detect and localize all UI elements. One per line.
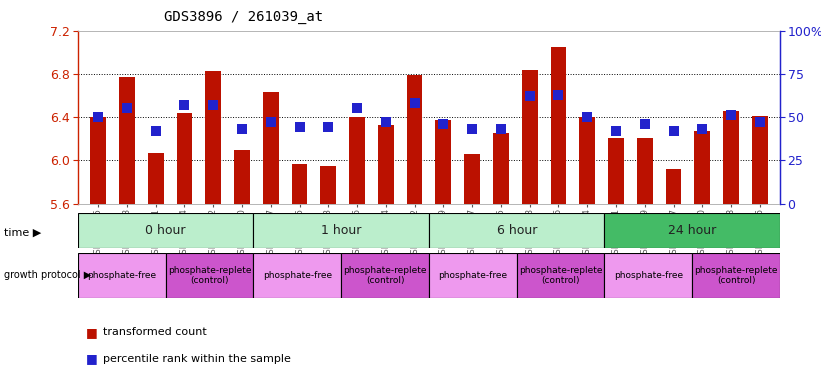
Text: growth protocol ▶: growth protocol ▶ bbox=[4, 270, 91, 280]
Text: 0 hour: 0 hour bbox=[145, 224, 186, 237]
Bar bbox=[695, 131, 710, 204]
Text: phosphate-replete
(control): phosphate-replete (control) bbox=[695, 266, 777, 285]
Bar bbox=[723, 111, 739, 204]
Text: phosphate-free: phosphate-free bbox=[263, 271, 332, 280]
Bar bbox=[608, 137, 624, 204]
Text: time ▶: time ▶ bbox=[4, 227, 41, 237]
Bar bbox=[166, 253, 254, 298]
Text: phosphate-replete
(control): phosphate-replete (control) bbox=[343, 266, 427, 285]
Bar bbox=[604, 213, 780, 248]
Bar bbox=[119, 77, 135, 204]
Text: phosphate-replete
(control): phosphate-replete (control) bbox=[519, 266, 603, 285]
Text: 24 hour: 24 hour bbox=[668, 224, 717, 237]
Bar bbox=[90, 117, 106, 204]
Bar bbox=[78, 253, 166, 298]
Text: 6 hour: 6 hour bbox=[497, 224, 537, 237]
Text: phosphate-free: phosphate-free bbox=[87, 271, 157, 280]
Text: ■: ■ bbox=[86, 353, 98, 366]
Bar bbox=[254, 253, 342, 298]
Bar bbox=[349, 117, 365, 204]
Bar bbox=[429, 253, 516, 298]
Bar bbox=[254, 213, 429, 248]
Bar bbox=[263, 92, 278, 204]
Bar bbox=[666, 169, 681, 204]
Bar bbox=[493, 133, 509, 204]
Bar bbox=[435, 120, 452, 204]
Text: GDS3896 / 261039_at: GDS3896 / 261039_at bbox=[164, 10, 323, 23]
Text: ■: ■ bbox=[86, 326, 98, 339]
Bar bbox=[429, 213, 604, 248]
Bar bbox=[148, 153, 163, 204]
Bar bbox=[522, 70, 538, 204]
Text: phosphate-free: phosphate-free bbox=[438, 271, 507, 280]
Bar bbox=[752, 116, 768, 204]
Text: 1 hour: 1 hour bbox=[321, 224, 361, 237]
Bar bbox=[291, 164, 307, 204]
Bar bbox=[378, 125, 394, 204]
Bar bbox=[464, 154, 480, 204]
Bar bbox=[177, 113, 192, 204]
Bar bbox=[551, 47, 566, 204]
Bar bbox=[78, 213, 254, 248]
Bar bbox=[516, 253, 604, 298]
Bar bbox=[692, 253, 780, 298]
Bar bbox=[205, 71, 221, 204]
Bar bbox=[580, 117, 595, 204]
Bar bbox=[637, 137, 653, 204]
Bar bbox=[234, 149, 250, 204]
Text: percentile rank within the sample: percentile rank within the sample bbox=[103, 354, 291, 364]
Text: phosphate-replete
(control): phosphate-replete (control) bbox=[167, 266, 251, 285]
Text: phosphate-free: phosphate-free bbox=[614, 271, 683, 280]
Bar bbox=[320, 166, 336, 204]
Text: transformed count: transformed count bbox=[103, 327, 206, 337]
Bar bbox=[342, 253, 429, 298]
Bar bbox=[406, 75, 423, 204]
Bar bbox=[604, 253, 692, 298]
